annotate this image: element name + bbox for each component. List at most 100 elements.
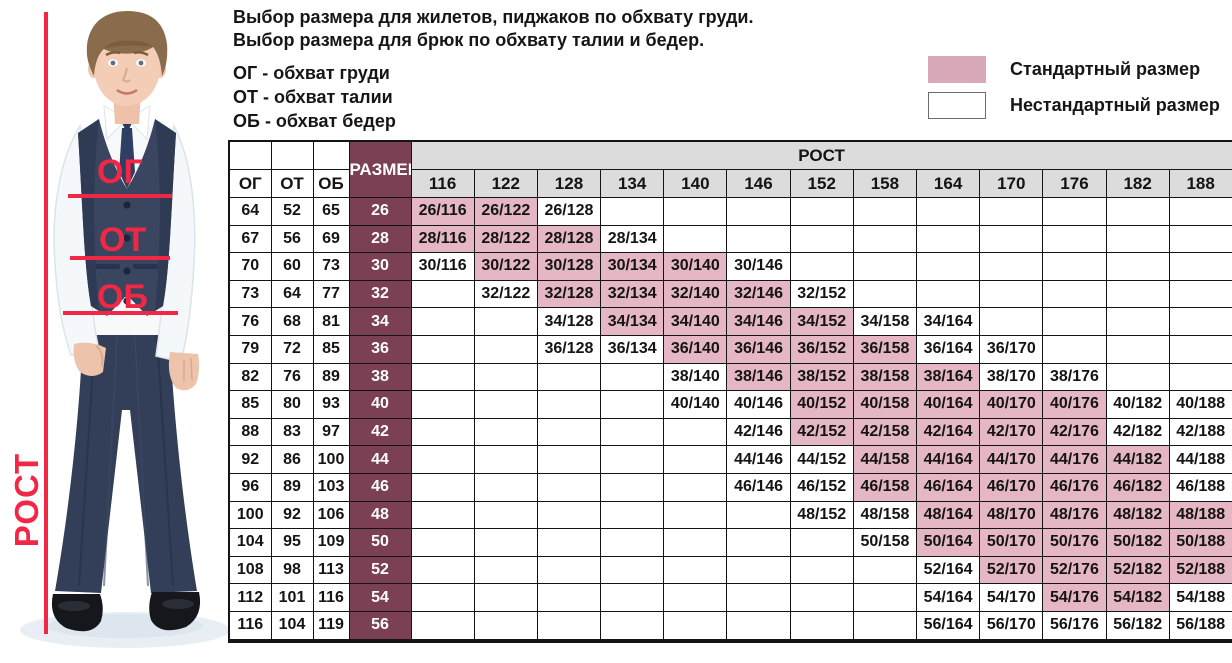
table-row: 70 60 73 30 30/116 30/122 30/128 30/134 30/140 30…: [228, 252, 1232, 281]
size-height-cell-nonstandard: 38/170: [979, 362, 1044, 392]
abbrev-waist: ОТ - обхват талии: [233, 87, 393, 107]
size-height-cell-standard: 36/146: [726, 334, 791, 364]
size-height-cell-nonstandard: 56/176: [1042, 610, 1107, 642]
empty-cell: [789, 610, 854, 642]
empty-cell: [473, 472, 538, 502]
og-cell: 85: [228, 390, 272, 419]
empty-cell: [663, 500, 728, 530]
table-row: 88 83 97 42 42/146 42/152 42/158 42/164 42/170 42…: [228, 417, 1232, 447]
size-height-cell-standard: 38/152: [789, 362, 854, 392]
size-height-cell-standard: 26/116: [410, 197, 475, 226]
size-height-cell-standard: 36/140: [663, 334, 728, 364]
waist-label: ОТ: [99, 221, 147, 259]
size-height-cell-standard: 54/176: [1042, 583, 1107, 612]
size-height-cell-nonstandard: 36/164: [915, 334, 981, 364]
size-table: РАЗМЕРРОСТОГОТОБ116122128134140146152158…: [228, 140, 1232, 643]
height-column-header: 188: [1168, 169, 1232, 198]
intro-line-1: Выбор размера для жилетов, пиджаков по о…: [233, 7, 754, 27]
ot-cell: 104: [270, 610, 314, 642]
empty-cell: [789, 224, 854, 254]
size-height-cell-standard: 44/170: [979, 445, 1044, 474]
size-height-cell-standard: 28/122: [473, 224, 538, 254]
empty-cell: [1105, 334, 1170, 364]
legend-row-standard: Стандартный размер: [928, 55, 1228, 83]
height-column-header: 140: [663, 169, 728, 198]
empty-cell: [1168, 362, 1232, 392]
table-row: 82 76 89 38 38/140 38/146 38/152 38/158 38/164 38…: [228, 362, 1232, 392]
empty-cell: [536, 583, 602, 612]
size-height-cell-nonstandard: 48/158: [852, 500, 918, 530]
size-cell: 46: [348, 472, 412, 502]
size-height-cell-nonstandard: 44/146: [726, 445, 791, 474]
size-height-cell-standard: 40/176: [1042, 390, 1107, 419]
size-height-cell-standard: 38/146: [726, 362, 791, 392]
empty-cell: [1042, 224, 1107, 254]
height-column-header: 122: [473, 169, 538, 198]
empty-cell: [410, 445, 475, 474]
measure-column-header: ОТ: [270, 169, 314, 198]
size-height-cell-standard: 48/176: [1042, 500, 1107, 530]
og-cell: 64: [228, 197, 272, 226]
size-height-cell-nonstandard: 32/152: [789, 279, 854, 309]
empty-cell: [915, 197, 981, 226]
empty-cell: [979, 307, 1044, 336]
empty-cell: [789, 583, 854, 612]
empty-cell: [536, 445, 602, 474]
size-height-cell-standard: 36/158: [852, 334, 918, 364]
table-row: 67 56 69 28 28/116 28/122 28/128 28/134: [228, 224, 1232, 254]
size-height-cell-nonstandard: 42/182: [1105, 417, 1170, 447]
empty-cell: [473, 390, 538, 419]
size-cell: 52: [348, 555, 412, 585]
size-height-cell-standard: 48/164: [915, 500, 981, 530]
size-height-cell-standard: 52/170: [979, 555, 1044, 585]
ob-cell: 116: [312, 583, 350, 612]
size-cell: 54: [348, 583, 412, 612]
empty-cell: [663, 555, 728, 585]
size-height-cell-nonstandard: 44/188: [1168, 445, 1232, 474]
size-height-cell-nonstandard: 42/146: [726, 417, 791, 447]
size-height-cell-standard: 38/158: [852, 362, 918, 392]
empty-cell: [663, 417, 728, 447]
size-height-cell-standard: 46/164: [915, 472, 981, 502]
size-height-cell-nonstandard: 50/158: [852, 528, 918, 557]
empty-cell: [726, 528, 791, 557]
height-column-header: 152: [789, 169, 854, 198]
empty-cell: [600, 197, 665, 226]
chest-label: ОГ: [97, 153, 143, 191]
og-cell: 96: [228, 472, 272, 502]
standard-size-label: Стандартный размер: [1010, 58, 1201, 79]
ob-cell: 85: [312, 334, 350, 364]
size-height-cell-standard: 34/146: [726, 307, 791, 336]
size-height-cell-standard: 32/140: [663, 279, 728, 309]
measure-column-header: ОБ: [312, 169, 350, 198]
size-height-cell-standard: 42/170: [979, 417, 1044, 447]
table-row: 64 52 65 26 26/116 26/122 26/128: [228, 197, 1232, 226]
empty-cell: [726, 610, 791, 642]
size-height-cell-standard: 46/176: [1042, 472, 1107, 502]
empty-cell: [663, 528, 728, 557]
size-height-cell-standard: 30/128: [536, 252, 602, 281]
og-cell: 73: [228, 279, 272, 309]
size-height-cell-nonstandard: 32/122: [473, 279, 538, 309]
size-height-cell-nonstandard: 56/188: [1168, 610, 1232, 642]
size-height-cell-nonstandard: 46/152: [789, 472, 854, 502]
size-height-cell-standard: 30/134: [600, 252, 665, 281]
og-cell: 100: [228, 500, 272, 530]
nonstandard-size-swatch: [928, 91, 986, 119]
abbrev-chest: ОГ - обхват груди: [233, 63, 390, 83]
empty-cell: [410, 307, 475, 336]
empty-cell: [726, 583, 791, 612]
empty-cell: [1105, 252, 1170, 281]
size-height-cell-standard: 40/164: [915, 390, 981, 419]
abbreviations-block: ОГ - обхват груди ОТ - обхват талии ОБ -…: [233, 61, 396, 133]
size-height-cell-nonstandard: 56/164: [915, 610, 981, 642]
size-height-cell-nonstandard: 40/140: [663, 390, 728, 419]
size-height-cell-standard: 52/188: [1168, 555, 1232, 585]
empty-cell: [410, 362, 475, 392]
empty-cell: [789, 252, 854, 281]
size-cell: 34: [348, 307, 412, 336]
size-cell: 28: [348, 224, 412, 254]
waist-measure-line: [70, 256, 170, 260]
size-height-cell-standard: 28/116: [410, 224, 475, 254]
